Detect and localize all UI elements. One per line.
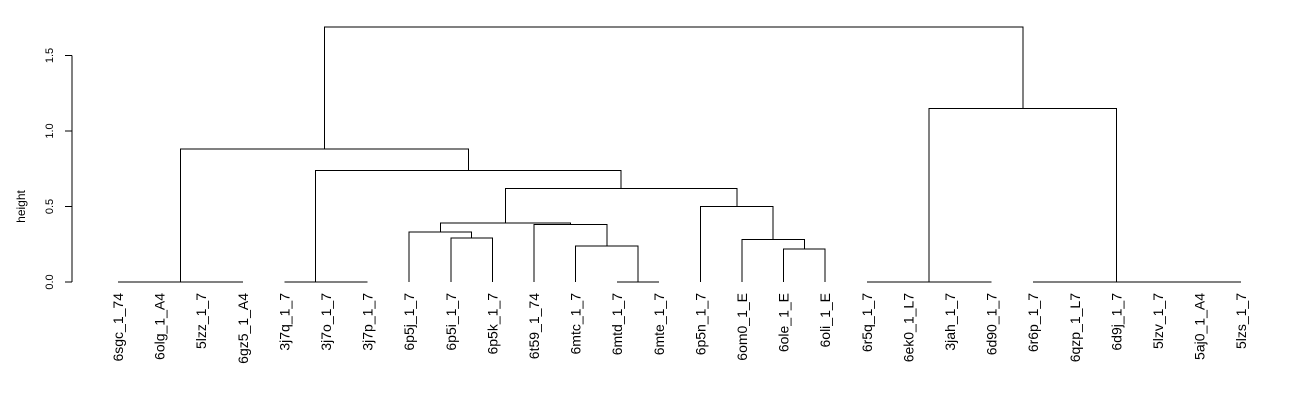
- dendrogram-link: [928, 107, 1117, 282]
- y-tick-label: 0.5: [44, 199, 56, 214]
- leaf-label: 3j7q_1_7: [276, 293, 292, 351]
- y-tick-label: 1.0: [44, 123, 56, 138]
- leaf-label: 6r5q_1_7: [859, 293, 875, 352]
- leaf-label: 6mtc_1_7: [568, 293, 584, 355]
- leaf-label: 6gz5_1_A4: [235, 293, 251, 364]
- leaf-label: 6p5i_1_7: [443, 293, 459, 351]
- dendrogram-link: [741, 239, 805, 282]
- dendrogram-link: [533, 224, 608, 282]
- leaf-label: 6d9j_1_7: [1108, 293, 1124, 351]
- dendrogram-link: [504, 187, 738, 224]
- y-axis: 0.0 0.5 1.0 1.5: [44, 48, 73, 290]
- leaf-label: 6qzp_1_L7: [1067, 293, 1083, 363]
- leaf-label: 5lzv_1_7: [1150, 293, 1166, 349]
- leaf-label: 6mte_1_7: [651, 293, 667, 355]
- y-tick-label: 0.0: [44, 274, 56, 289]
- leaf-label: 5aj0_1_A4: [1192, 293, 1208, 360]
- leaf-label: 3jah_1_7: [942, 293, 958, 351]
- y-axis-label: height: [14, 189, 28, 222]
- leaf-label: 6r6p_1_7: [1025, 293, 1041, 352]
- leaf-labels: 6sgc_1_74 6olg_1_A4 5lzz_1_7 6gz5_1_A4 3j7q_…: [110, 293, 1249, 364]
- leaf-label: 6p5k_1_7: [484, 293, 500, 355]
- leaf-label: 6ek0_1_L7: [900, 293, 916, 363]
- leaf-label: 6p5j_1_7: [401, 293, 417, 351]
- leaf-label: 3j7o_1_7: [318, 293, 334, 351]
- leaf-label: 6mtd_1_7: [609, 293, 625, 355]
- leaf-label: 6om0_1_E: [734, 293, 750, 361]
- leaf-label: 6d90_1_7: [984, 293, 1000, 356]
- dendrogram-link: [179, 148, 469, 282]
- dendrogram-link: [783, 248, 826, 282]
- dendrogram-link: [323, 26, 1024, 150]
- leaf-label: 6oli_1_E: [817, 293, 833, 348]
- dendrogram-link: [408, 231, 473, 282]
- leaf-label: 5lzs_1_7: [1233, 293, 1249, 349]
- leaf-label: 6p5n_1_7: [692, 293, 708, 356]
- dendrogram-links: [118, 26, 1242, 283]
- leaf-label: 6olg_1_A4: [152, 293, 168, 360]
- y-tick-label: 1.5: [44, 48, 56, 63]
- leaf-label: 6ole_1_E: [776, 293, 792, 352]
- leaf-label: 6t59_1_74: [526, 293, 542, 359]
- dendrogram-link: [450, 237, 493, 282]
- leaf-label: 5lzz_1_7: [193, 293, 209, 349]
- leaf-label: 6sgc_1_74: [110, 293, 126, 362]
- leaf-label: 3j7p_1_7: [360, 293, 376, 351]
- dendrogram-link: [575, 245, 639, 282]
- dendrogram-link: [699, 206, 774, 282]
